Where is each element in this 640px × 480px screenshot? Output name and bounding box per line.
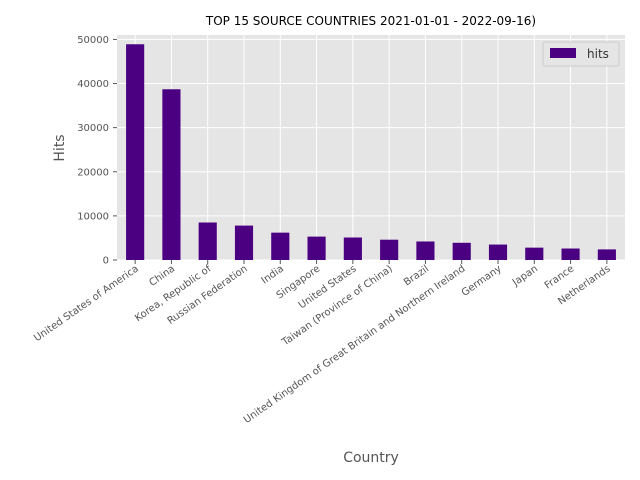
bar: [561, 248, 580, 260]
bar: [525, 247, 544, 260]
bar: [271, 232, 290, 260]
x-tick-label: Japan: [510, 263, 540, 289]
bar: [488, 244, 508, 260]
bar: [126, 44, 145, 260]
y-tick-label: 0: [103, 256, 109, 267]
bar: [452, 242, 471, 260]
y-tick-label: 10000: [77, 211, 109, 222]
bar: [234, 225, 254, 260]
x-tick-label: United States of America: [32, 263, 141, 344]
bars-group: [126, 44, 616, 260]
legend-swatch: [550, 48, 576, 58]
grid-lines: [117, 35, 625, 261]
y-tick-label: 50000: [77, 35, 109, 46]
bar: [416, 241, 435, 260]
legend: hits: [542, 41, 620, 67]
x-axis-title: Country: [343, 450, 399, 466]
y-axis: 0 10000 20000 30000 40000 50000: [77, 35, 117, 267]
bar: [198, 222, 217, 260]
bar: [380, 239, 399, 260]
x-tick-label: Germany: [460, 263, 504, 298]
chart-title: TOP 15 SOURCE COUNTRIES 2021-01-01 - 202…: [205, 14, 536, 28]
bar: [307, 236, 326, 260]
y-tick-label: 20000: [77, 167, 109, 178]
bar: [343, 237, 362, 260]
x-tick-label: China: [147, 263, 177, 288]
y-axis-title: Hits: [52, 134, 68, 161]
x-tick-label: Brazil: [402, 263, 431, 288]
plot-area: [117, 35, 625, 260]
legend-label: hits: [587, 47, 609, 61]
y-tick-label: 30000: [77, 123, 109, 134]
x-tick-label: India: [260, 263, 286, 286]
y-tick-label: 40000: [77, 79, 109, 90]
bar: [162, 89, 181, 260]
bar: [597, 249, 616, 260]
